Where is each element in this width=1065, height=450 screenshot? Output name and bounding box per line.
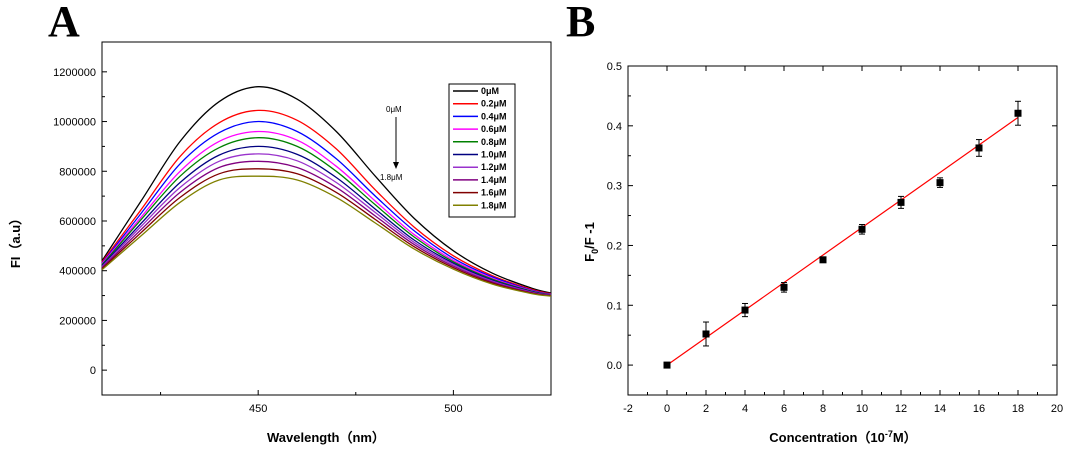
legend-entry: 0.6μM <box>481 124 507 134</box>
y-tick-label: 200000 <box>59 315 96 327</box>
x-title-superscript: -7 <box>885 429 893 439</box>
x-tick-label: 18 <box>1012 403 1024 415</box>
series-line <box>101 145 552 296</box>
y-title-main: F <box>582 254 597 262</box>
annotation-end-label: 1.8μM <box>380 173 403 182</box>
panel-b-x-axis-title: Concentration（10-7M） <box>769 429 916 445</box>
panel-a-label: A <box>48 0 80 46</box>
x-tick-label: 6 <box>781 403 787 415</box>
y-title-subscript: 0 <box>590 249 600 254</box>
data-point <box>663 361 671 369</box>
data-point <box>819 256 827 264</box>
panel-a-frame <box>101 41 552 396</box>
x-title-main: Concentration（10 <box>769 430 885 445</box>
panel-b-data-points <box>663 100 1022 369</box>
x-tick-label: -2 <box>623 403 633 415</box>
series-line <box>101 86 552 294</box>
panel-b-label: B <box>566 0 595 46</box>
x-tick-label: 2 <box>703 403 709 415</box>
y-tick-label: 600000 <box>59 216 96 228</box>
x-tick-label: 8 <box>820 403 826 415</box>
panel-a-legend: 0μM 0.2μM 0.4μM 0.6μM 0.8μM 1.0μM 1.2μM 1.4μM 1.… <box>448 83 516 218</box>
panel-a-x-ticks: 450 500 <box>160 390 463 415</box>
data-point <box>1014 109 1022 117</box>
legend-entry: 1.2μM <box>481 162 507 172</box>
y-tick-label: 0.1 <box>607 300 622 312</box>
panel-a-series-lines <box>101 86 552 297</box>
data-point <box>975 144 983 152</box>
linear-fit-line <box>666 116 1019 366</box>
panel-b-chart: 0.0 0.1 0.2 0.3 0.4 0.5 -2 0 2 4 6 8 10 12 14 16 18 20 C… <box>582 61 1063 445</box>
x-title-tail: M） <box>893 430 917 445</box>
y-tick-label: 0.2 <box>607 240 622 252</box>
panel-a-x-axis-title: Wavelength（nm） <box>267 430 385 445</box>
x-tick-label: 10 <box>856 403 868 415</box>
annotation-arrow-head <box>393 162 399 169</box>
data-point <box>897 198 905 206</box>
series-line <box>101 130 552 296</box>
y-tick-label: 400000 <box>59 266 96 278</box>
data-point <box>741 306 749 314</box>
x-tick-label: 12 <box>895 403 907 415</box>
series-line <box>101 137 552 296</box>
y-title-tail: /F -1 <box>582 222 597 249</box>
legend-entry: 1.4μM <box>481 175 507 185</box>
y-tick-label: 0.5 <box>607 61 622 73</box>
panel-b-y-ticks: 0.0 0.1 0.2 0.3 0.4 0.5 <box>607 61 1057 372</box>
y-tick-label: 0.3 <box>607 181 622 193</box>
panel-b-x-ticks: -2 0 2 4 6 8 10 12 14 16 18 20 <box>623 66 1063 415</box>
legend-entry: 1.0μM <box>481 150 507 160</box>
x-tick-label: 20 <box>1051 403 1063 415</box>
series-line <box>101 153 552 296</box>
panel-a-y-ticks: 0 200000 400000 600000 800000 1000000 1200000 <box>53 67 107 377</box>
y-tick-label: 0.0 <box>607 360 622 372</box>
data-point <box>780 283 788 291</box>
x-tick-label: 16 <box>973 403 985 415</box>
series-line <box>101 120 552 295</box>
legend-frame <box>448 83 516 218</box>
y-tick-label: 0.4 <box>607 121 622 133</box>
panel-a-chart: 020000040000060000080000010000001200000 … <box>8 41 552 445</box>
x-tick-label: 4 <box>742 403 748 415</box>
legend-entry: 1.8μM <box>481 200 507 210</box>
x-tick-label: 500 <box>444 403 462 415</box>
series-line <box>101 175 552 297</box>
panel-a-y-axis-title: FI（a.u） <box>8 212 23 268</box>
data-point <box>858 225 866 233</box>
panel-b-y-axis-title: F0/F -1 <box>582 222 600 262</box>
data-point <box>936 179 944 187</box>
legend-entry: 0.2μM <box>481 99 507 109</box>
series-line <box>101 168 552 297</box>
series-line <box>101 109 552 295</box>
x-tick-label: 450 <box>249 403 267 415</box>
legend-entry: 0μM <box>481 86 499 96</box>
x-tick-label: 0 <box>664 403 670 415</box>
x-tick-label: 14 <box>934 403 946 415</box>
y-tick-label: 0 <box>90 365 96 377</box>
y-tick-label: 800000 <box>59 166 96 178</box>
y-tick-label: 1000000 <box>53 117 96 129</box>
panel-b-frame <box>627 65 1058 396</box>
series-line <box>101 160 552 297</box>
annotation-start-label: 0μM <box>386 105 402 114</box>
data-point <box>702 330 710 338</box>
y-tick-label: 1200000 <box>53 67 96 79</box>
legend-entry: 1.6μM <box>481 188 507 198</box>
legend-entry: 0.4μM <box>481 111 507 121</box>
legend-entry: 0.8μM <box>481 137 507 147</box>
